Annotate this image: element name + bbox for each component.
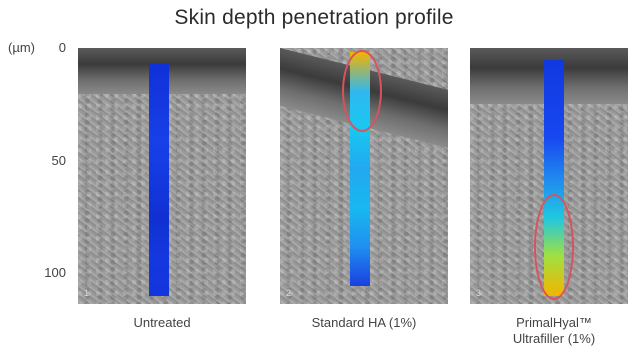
y-tick-0: 0 (58, 40, 66, 55)
panel-number: 1 (84, 288, 90, 298)
y-tick-50: 50 (51, 153, 66, 168)
panel-primalhyal: 3 (470, 48, 628, 304)
caption-line-2: Ultrafiller (1%) (512, 331, 596, 346)
caption-untreated: Untreated (133, 315, 191, 330)
panel-standard-ha: 2 (280, 48, 448, 304)
caption-standard-ha: Standard HA (1%) (311, 315, 417, 330)
panel-untreated: 1 (78, 48, 246, 304)
panel-number: 2 (286, 288, 292, 298)
y-axis-unit: (µm) (8, 40, 35, 55)
penetration-bar-untreated (149, 64, 169, 296)
highlight-oval-bottom (534, 194, 574, 300)
caption-line-1: PrimalHyal™ (516, 315, 592, 330)
caption-primalhyal: PrimalHyal™ Ultrafiller (1%) (470, 315, 628, 347)
y-tick-100: 100 (44, 265, 66, 280)
panel-number: 3 (476, 288, 482, 298)
figure-title: Skin depth penetration profile (174, 6, 454, 29)
highlight-oval-top (342, 50, 382, 132)
